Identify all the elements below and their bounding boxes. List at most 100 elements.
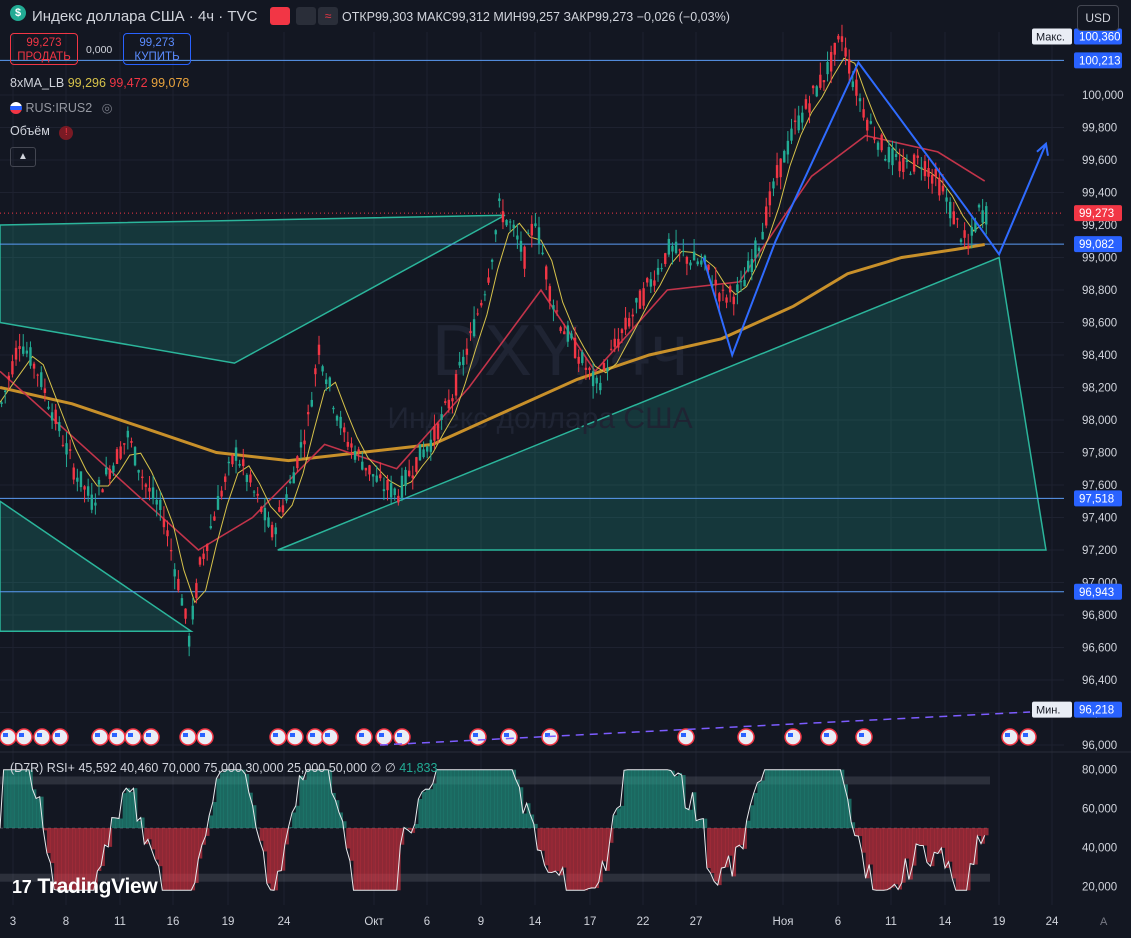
rsi-area: [797, 770, 801, 828]
candle-body: [303, 441, 305, 445]
candle-body: [397, 496, 399, 503]
rsi-legend[interactable]: (D7R) RSI+ 45,592 40,460 70,000 75,000 3…: [10, 760, 437, 775]
rsi-area: [429, 789, 433, 828]
rsi-area: [880, 828, 884, 890]
candle-body: [412, 475, 414, 478]
ma-legend[interactable]: 8xMA_LB 99,296 99,472 99,078: [10, 76, 189, 90]
rsi-area: [527, 803, 531, 828]
candle-body: [617, 339, 619, 348]
time-tick-label: Ноя: [773, 916, 794, 928]
buy-button[interactable]: 99,273 КУПИТЬ: [123, 33, 191, 65]
rsi-area: [891, 828, 895, 887]
candle-body: [296, 456, 298, 468]
wave-icon[interactable]: ≈: [318, 7, 338, 25]
currency-select[interactable]: USD: [1077, 5, 1119, 31]
us-flag-canton: [310, 733, 315, 737]
candle-body: [372, 474, 374, 476]
rsi-area: [678, 773, 682, 828]
time-tick-label: 16: [167, 916, 180, 928]
rsi-area: [368, 828, 372, 890]
candle-body: [689, 263, 691, 266]
candle-body: [866, 120, 868, 131]
rsi-area: [433, 783, 437, 828]
candle-body: [361, 462, 363, 470]
candle-body: [26, 351, 28, 354]
candle-body: [433, 426, 435, 441]
rsi-area: [772, 770, 776, 828]
candle-body: [848, 59, 850, 73]
candle-body: [65, 443, 67, 454]
rsi-area: [444, 770, 448, 828]
minus-icon[interactable]: [296, 7, 316, 25]
candle-body: [682, 251, 684, 252]
candle-body: [725, 297, 727, 302]
rsi-area: [523, 814, 527, 829]
candle-body: [451, 398, 453, 401]
rsi-area: [379, 828, 383, 890]
candle-body: [285, 494, 287, 500]
candle-body: [523, 247, 525, 269]
rsi-area: [386, 828, 390, 890]
candle-body: [953, 211, 955, 224]
candle-body: [44, 388, 46, 393]
rsi-area: [137, 821, 141, 828]
rsi-area: [498, 770, 502, 828]
price-axis[interactable]: 100,000 99,800 99,600 99,400 99,200 99,000 98,…: [1032, 29, 1124, 753]
candle-body: [906, 160, 908, 161]
time-tick-label: 8: [63, 916, 69, 928]
rsi-area: [923, 828, 927, 846]
candle-body: [278, 507, 280, 512]
chevron-up-icon[interactable]: ▲: [10, 147, 36, 167]
candle-body: [505, 220, 507, 225]
candle-body: [794, 120, 796, 122]
volume-legend[interactable]: Объём !: [10, 124, 73, 140]
candle-body: [231, 455, 233, 464]
rsi-area: [894, 828, 898, 884]
rsi-area: [415, 824, 419, 828]
rsi-area: [620, 806, 624, 828]
rsi-area: [887, 828, 891, 890]
candle-body: [300, 442, 302, 447]
candle-body: [112, 466, 114, 473]
us-flag-canton: [741, 733, 746, 737]
candle-body: [624, 318, 626, 330]
rsi-area: [667, 770, 671, 828]
candle-body: [282, 505, 284, 512]
sell-button[interactable]: 99,273 ПРОДАТЬ: [10, 33, 78, 65]
rsi-area: [209, 815, 213, 828]
price-tag-value: 97,518: [1079, 493, 1114, 505]
rus-legend[interactable]: RUS:IRUS2 ◎: [10, 100, 113, 115]
rsi-area: [483, 770, 487, 828]
candle-body: [134, 447, 136, 465]
rsi-area: [303, 780, 307, 828]
candle-body: [137, 470, 139, 473]
rsi-area: [476, 770, 480, 828]
candle-body: [513, 225, 515, 229]
rsi-area: [793, 770, 797, 828]
rsi-area: [188, 828, 192, 890]
time-axis[interactable]: 3 8 11 16 19 24 Окт 6 9 14 17 22 27 Ноя 6 11 14 19 24: [10, 916, 1059, 928]
rsi-area: [765, 770, 769, 828]
rsi-area: [310, 770, 314, 828]
rsi-area: [307, 770, 311, 828]
auto-scale-button[interactable]: A: [1100, 916, 1108, 928]
us-flag-canton: [37, 733, 42, 737]
rsi-area: [97, 828, 101, 871]
rsi-area: [346, 828, 350, 848]
chart-title[interactable]: Индекс доллара США · 4ч · TVC: [32, 8, 257, 25]
rsi-area: [263, 828, 267, 851]
candle-body: [73, 468, 75, 480]
time-tick-label: 3: [10, 916, 16, 928]
candle-body: [256, 494, 258, 496]
candle-body: [206, 544, 208, 551]
candle-body: [797, 115, 799, 130]
hidden-eye-icon[interactable]: ◎: [102, 101, 113, 115]
flag-icon[interactable]: [270, 7, 290, 25]
candle-body: [440, 414, 442, 420]
time-tick-label: 14: [939, 916, 952, 928]
error-icon[interactable]: !: [59, 126, 73, 140]
candle-body: [693, 252, 695, 261]
rsi-area: [588, 828, 592, 889]
rsi-area: [869, 828, 873, 864]
